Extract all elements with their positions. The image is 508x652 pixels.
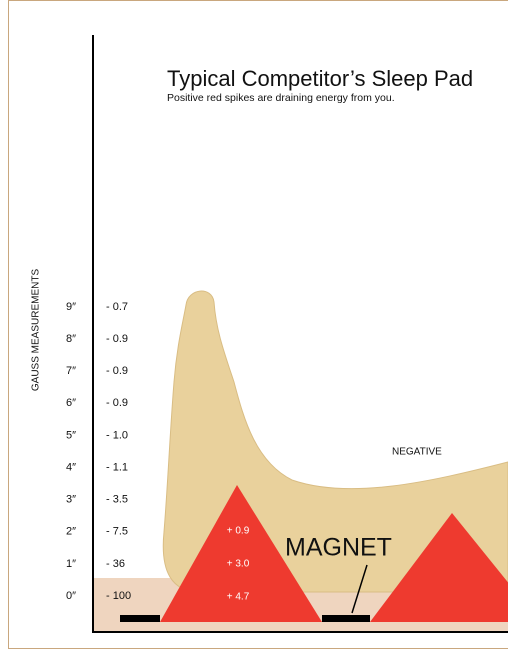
pointer-line: [351, 564, 368, 614]
gauss-value: - 100: [106, 590, 131, 602]
height-label: 2″: [66, 526, 76, 538]
height-label: 9″: [66, 301, 76, 313]
gauss-value: - 0.9: [106, 333, 128, 345]
gauss-value: - 36: [106, 558, 125, 570]
spike: [370, 513, 508, 622]
height-label: 6″: [66, 397, 76, 409]
gauss-value: - 3.5: [106, 494, 128, 506]
title: Typical Competitor’s Sleep Pad: [167, 66, 473, 91]
magnet-bar: [322, 615, 370, 622]
height-label: 4″: [66, 461, 76, 473]
spike-label: + 4.7: [227, 592, 250, 603]
height-label: 5″: [66, 429, 76, 441]
gauss-value: - 0.9: [106, 365, 128, 377]
spike-labels: + 0.9 + 3.0 + 4.7: [227, 526, 250, 603]
gauss-value: - 0.9: [106, 397, 128, 409]
spike-label: + 3.0: [227, 559, 250, 570]
magnet-label: MAGNET: [285, 534, 392, 562]
axis-label: GAUSS MEASUREMENTS: [31, 269, 42, 392]
magnet-bar: [120, 615, 160, 622]
height-label: 0″: [66, 590, 76, 602]
gauss-value: - 1.1: [106, 461, 128, 473]
height-label: 3″: [66, 494, 76, 506]
height-label: 7″: [66, 365, 76, 377]
height-label: 8″: [66, 333, 76, 345]
subtitle: Positive red spikes are draining energy …: [167, 92, 395, 104]
spike: [160, 485, 322, 622]
gauss-value: - 1.0: [106, 429, 128, 441]
gauss-value: - 0.7: [106, 301, 128, 313]
height-label: 1″: [66, 558, 76, 570]
rows: 9″ - 0.7 8″ - 0.9 7″ - 0.9 6″ - 0.9 5″ - 1.0 4″ - 1…: [66, 301, 131, 602]
gauss-value: - 7.5: [106, 526, 128, 538]
frame: [8, 0, 508, 649]
spike-label: + 0.9: [227, 526, 250, 537]
negative-label: NEGATIVE: [392, 447, 442, 458]
